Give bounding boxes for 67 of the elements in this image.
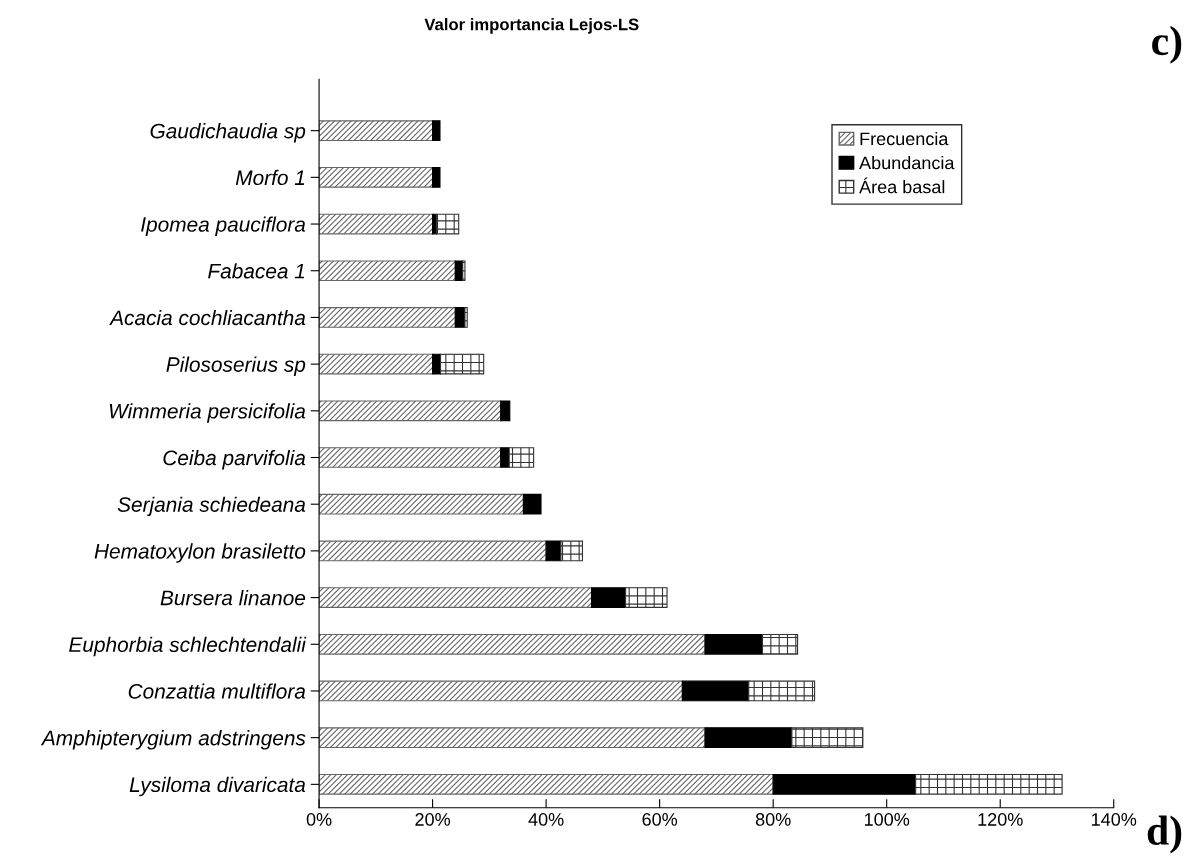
bar (319, 493, 524, 515)
y-tick-label: Acacia cochliacantha (109, 309, 306, 326)
x-tick-label: 0% (306, 813, 332, 826)
x-tick-label: 100% (864, 813, 910, 826)
x-tick-label: 20% (415, 813, 451, 826)
y-tick-label: Euphorbia schlechtendalii (69, 636, 307, 657)
bar (319, 166, 434, 188)
legend-label: Área basal (859, 177, 945, 194)
bar (319, 587, 593, 608)
y-tick-label: Ceiba parvifolia (163, 449, 306, 470)
bar (319, 400, 502, 422)
bar (500, 447, 510, 468)
y-tick-label: Hematoxylon brasiletto (94, 543, 306, 563)
bar (319, 727, 706, 749)
bar (791, 727, 864, 749)
y-tick-label: Bursera linanoe (160, 590, 306, 606)
text: d) (1147, 815, 1182, 854)
x-tick-label: 120% (978, 813, 1023, 826)
bar (590, 587, 627, 608)
y-tick-label: Morfo 1 (235, 169, 305, 186)
legend-label: Frecuencia (860, 131, 949, 146)
bar (761, 633, 799, 655)
bar (704, 727, 793, 749)
y-tick-label: Lysiloma divaricata (129, 776, 306, 797)
bar (432, 353, 442, 375)
bar (319, 353, 434, 375)
bar (545, 540, 562, 562)
bar (319, 773, 774, 795)
bar (319, 633, 706, 655)
bar (319, 260, 456, 282)
bar (319, 447, 502, 468)
bar (915, 773, 1063, 795)
y-tick-label: Amphipterygium adstringens (40, 730, 306, 750)
bar (319, 213, 434, 235)
x-tick-label: 60% (642, 813, 678, 826)
x-tick-label: 40% (528, 813, 564, 826)
bar (432, 166, 441, 188)
bar (439, 353, 485, 375)
bar (681, 680, 750, 702)
y-tick-label: Ipomea pauciflora (141, 216, 306, 236)
bar (704, 633, 763, 655)
bar (319, 120, 434, 142)
x-tick-label: 80% (755, 813, 791, 826)
y-tick-label: Gaudichaudia sp (150, 123, 306, 143)
bar (462, 260, 466, 282)
bar (436, 213, 460, 235)
bar (464, 307, 468, 328)
bar (560, 540, 583, 562)
bar (508, 447, 535, 468)
bar (625, 587, 668, 608)
x-tick-label: 140% (1092, 813, 1137, 826)
y-tick-label: Serjania schiedeana (117, 496, 306, 517)
text: c) (1152, 25, 1182, 64)
bar (432, 120, 441, 142)
y-tick-label: Wimmeria persicifolia (109, 403, 306, 423)
y-tick-label: Pilososerius sp (166, 356, 306, 376)
bar (319, 680, 683, 702)
y-tick-label: Conzattia multiflora (128, 683, 306, 699)
bar (319, 540, 547, 562)
chart-title: Valor importancia Lejos-LS (424, 18, 639, 34)
legend-label: Abundancia (859, 156, 955, 170)
bar (319, 307, 456, 328)
bar (500, 400, 511, 422)
bar (772, 773, 917, 795)
y-tick-label: Fabacea 1 (208, 263, 305, 279)
bar (522, 493, 542, 515)
bar (748, 680, 816, 702)
